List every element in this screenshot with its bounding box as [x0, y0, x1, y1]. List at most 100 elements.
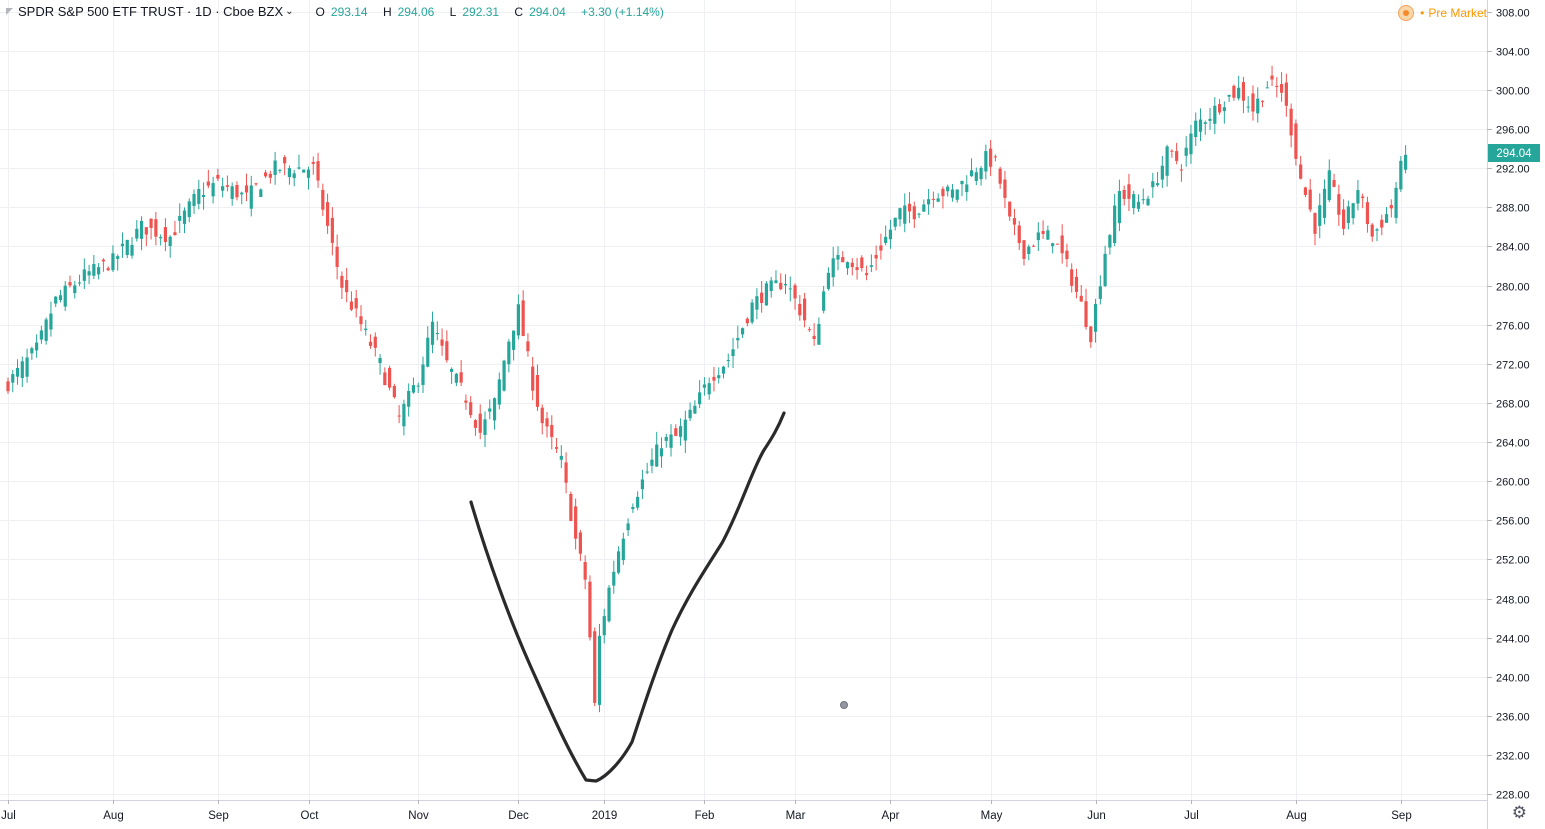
candle-body [1213, 105, 1217, 124]
candle-body [373, 336, 377, 348]
candle [1170, 149, 1174, 158]
candle [659, 437, 664, 468]
time-axis[interactable]: Jul Aug Sep Oct Nov Dec 2019 Feb Mar Apr May Jun Jul… [0, 800, 1487, 822]
candle [1141, 188, 1145, 205]
candle-body [135, 228, 139, 239]
candle [73, 280, 77, 299]
candle-body [1208, 118, 1212, 121]
candle [764, 281, 769, 306]
candle [545, 411, 549, 438]
candle [683, 410, 687, 453]
candle [435, 321, 439, 341]
candle-body [636, 496, 640, 508]
candle-body [1160, 165, 1164, 180]
candle-body [1155, 183, 1160, 186]
price-tick-label: 288.00 [1496, 203, 1530, 215]
candle-body [1351, 203, 1355, 219]
candle [1003, 170, 1007, 209]
candle [1256, 87, 1260, 123]
candle-body [283, 157, 287, 164]
candle-body [1365, 202, 1370, 225]
candle [1246, 96, 1250, 113]
candle-body [402, 403, 406, 427]
candle [244, 173, 249, 202]
candle-body [1399, 160, 1403, 190]
symbol-title[interactable]: SPDR S&P 500 ETF TRUST · 1D · Cboe BZX [18, 4, 284, 19]
candle-body [903, 205, 907, 224]
price-axis[interactable]: 308.00 304.00 300.00 296.00 292.00 288.00 284.… [1487, 0, 1530, 829]
candle-body [578, 532, 582, 554]
candle [330, 207, 334, 256]
candle-body [1270, 75, 1274, 80]
candle-body [445, 341, 449, 361]
candle-body [669, 434, 673, 448]
symbol-legend[interactable]: SPDR S&P 500 ETF TRUST · 1D · Cboe BZX ⌄… [6, 4, 670, 19]
drawing-anchor-handle[interactable] [840, 701, 848, 709]
candle [263, 169, 268, 179]
candle-body [1375, 229, 1379, 231]
candle-body [430, 321, 435, 345]
time-tick-label: 2019 [592, 810, 618, 822]
candle [664, 433, 668, 448]
candle [1313, 212, 1317, 246]
flag-icon[interactable] [6, 8, 13, 15]
candle [1303, 186, 1308, 198]
candle-body [1303, 187, 1308, 195]
candle [755, 288, 759, 320]
v-curve-drawing[interactable] [469, 411, 786, 783]
candle [1404, 145, 1408, 174]
candle-body [254, 183, 258, 185]
candle-body [325, 202, 330, 226]
candle-body [58, 295, 63, 301]
candle [154, 211, 158, 246]
candle-body [760, 292, 764, 303]
price-tick-label: 244.00 [1496, 634, 1530, 646]
candle-body [263, 172, 268, 177]
candle-body [540, 407, 544, 424]
candle-body [492, 398, 497, 421]
candle-body [144, 227, 148, 235]
candle [569, 491, 573, 522]
candle-body [750, 302, 754, 323]
candle [521, 290, 525, 337]
candle-body [101, 259, 105, 262]
candle [969, 158, 974, 177]
candle-body [736, 337, 740, 341]
candle [1394, 181, 1398, 224]
drawing-layer[interactable] [469, 411, 848, 783]
candle-body [1251, 93, 1255, 112]
session-indicator[interactable]: • Pre Market [1398, 5, 1487, 21]
chevron-down-icon[interactable]: ⌄ [285, 6, 294, 17]
candle [11, 369, 15, 393]
gear-icon[interactable]: ⚙ [1511, 803, 1527, 822]
candle [869, 254, 873, 273]
candle [335, 234, 339, 280]
candle-body [488, 408, 492, 412]
candle [1289, 103, 1293, 148]
candle-body [612, 571, 616, 586]
candle [531, 357, 535, 401]
candle-body [645, 471, 649, 473]
candle-body [588, 581, 592, 638]
candle-body [1246, 106, 1250, 108]
candle [974, 167, 978, 186]
candle-body [1361, 196, 1365, 199]
candle [1399, 155, 1403, 193]
candle-body [1308, 189, 1312, 210]
candle-body [888, 229, 893, 240]
candle-body [1132, 194, 1136, 209]
candle-body [755, 296, 759, 310]
candle [30, 346, 34, 360]
candle [1079, 284, 1083, 302]
price-tick-label: 296.00 [1496, 125, 1530, 137]
candle [745, 317, 749, 327]
price-tick-label: 304.00 [1496, 47, 1530, 59]
candle-body [721, 366, 726, 374]
candle-body [1122, 190, 1126, 199]
candle-body [1046, 230, 1050, 240]
candle [163, 218, 168, 252]
candle-body [1108, 235, 1112, 248]
candle-body [822, 291, 826, 311]
candle [960, 180, 964, 197]
